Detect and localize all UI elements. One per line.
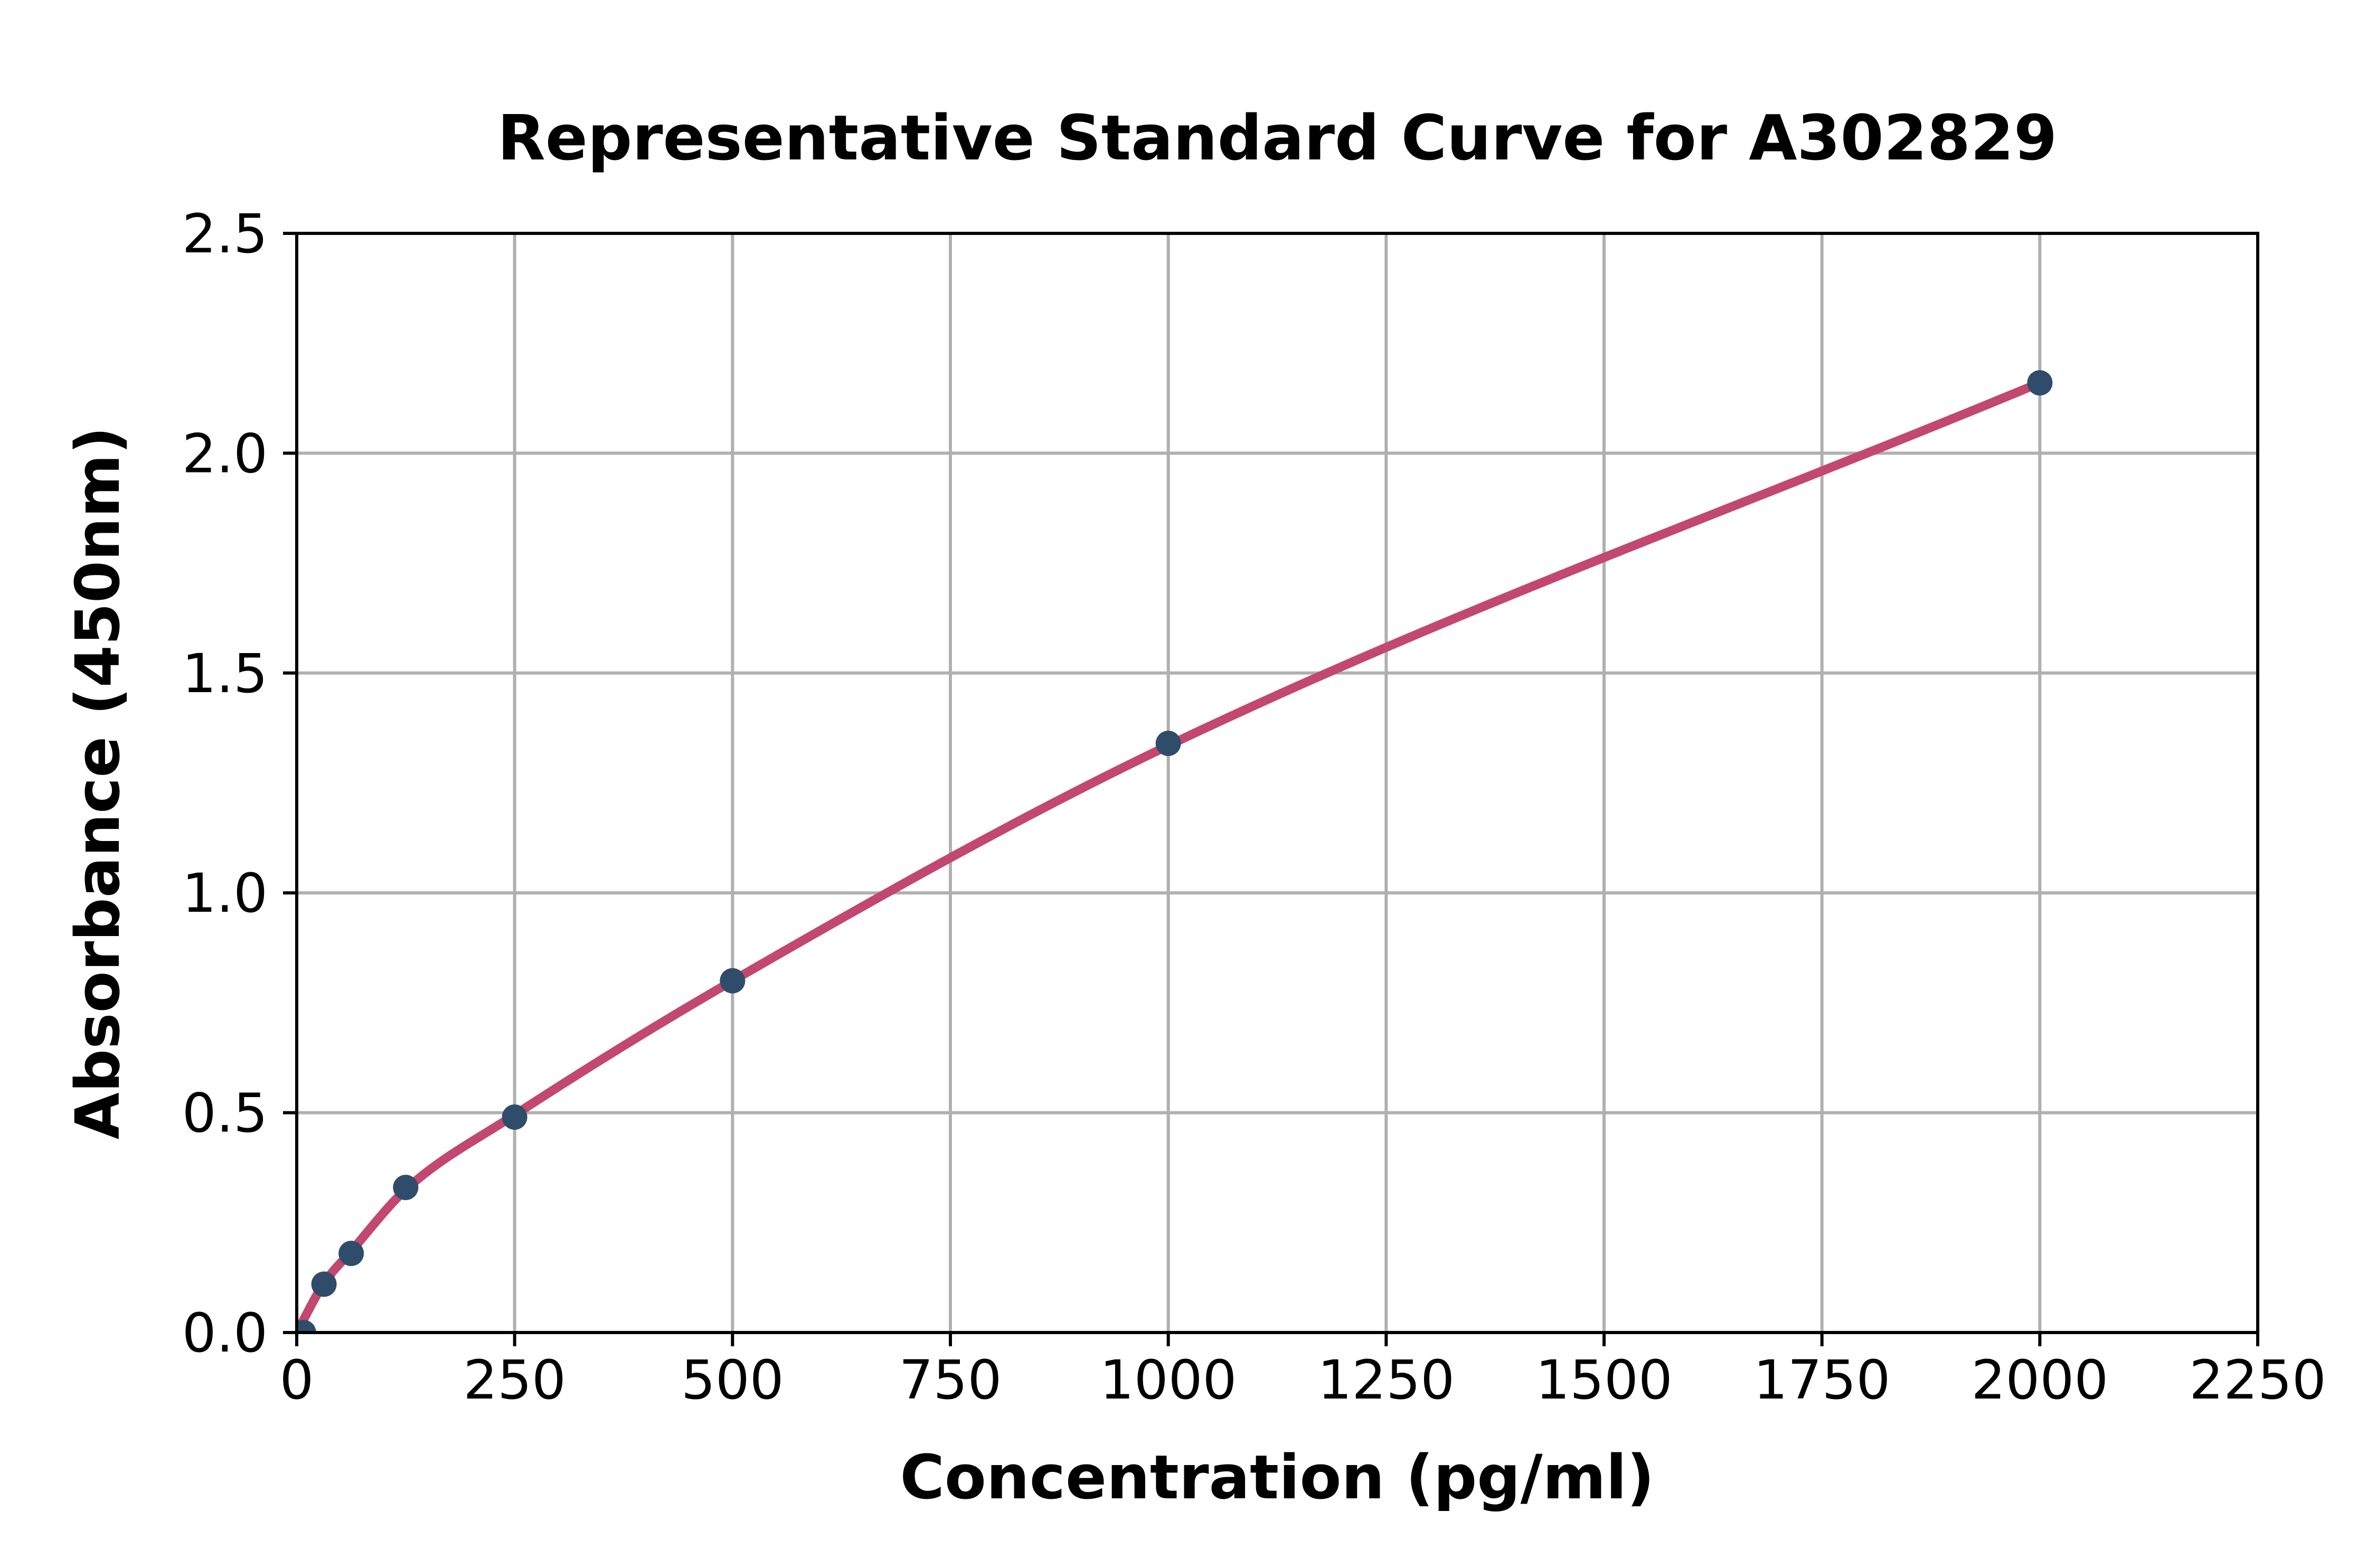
data-point — [311, 1271, 337, 1297]
x-tick-label: 250 — [463, 1349, 566, 1412]
y-tick-label: 1.5 — [182, 643, 268, 705]
x-tick-label: 1250 — [1318, 1349, 1455, 1412]
y-tick-label: 2.5 — [182, 203, 268, 266]
y-tick-label: 0.5 — [182, 1082, 268, 1145]
data-point — [720, 968, 746, 994]
x-tick-label: 1750 — [1753, 1349, 1891, 1412]
data-layer — [297, 370, 2053, 1333]
tick-labels: 0 250 500 750 1000 1250 1500 1750 2000 2250 0.0 0.5… — [182, 203, 2326, 1412]
x-axis-label: Concentration (pg/ml) — [900, 1442, 1655, 1513]
data-point — [297, 1320, 316, 1333]
x-tick-label: 2250 — [2189, 1349, 2326, 1412]
x-tick-label: 1500 — [1535, 1349, 1673, 1412]
x-tick-label: 2000 — [1972, 1349, 2109, 1412]
y-tick-label: 1.0 — [182, 862, 268, 925]
y-tick-label: 0.0 — [182, 1302, 268, 1365]
data-point — [1155, 731, 1181, 757]
x-tick-label: 750 — [899, 1349, 1002, 1412]
chart-title: Representative Standard Curve for A30282… — [497, 101, 2057, 174]
axes — [283, 232, 2259, 1346]
data-point — [2027, 370, 2053, 396]
x-tick-label: 1000 — [1100, 1349, 1237, 1412]
tick-marks — [283, 232, 2259, 1346]
y-axis-label: Absorbance (450nm) — [63, 427, 134, 1139]
x-tick-label: 500 — [681, 1349, 784, 1412]
x-tick-label: 0 — [280, 1349, 314, 1412]
plot-border — [295, 232, 2259, 1334]
data-point — [502, 1104, 527, 1130]
y-tick-label: 2.0 — [182, 422, 268, 485]
data-point — [393, 1175, 419, 1201]
data-point — [338, 1241, 364, 1267]
